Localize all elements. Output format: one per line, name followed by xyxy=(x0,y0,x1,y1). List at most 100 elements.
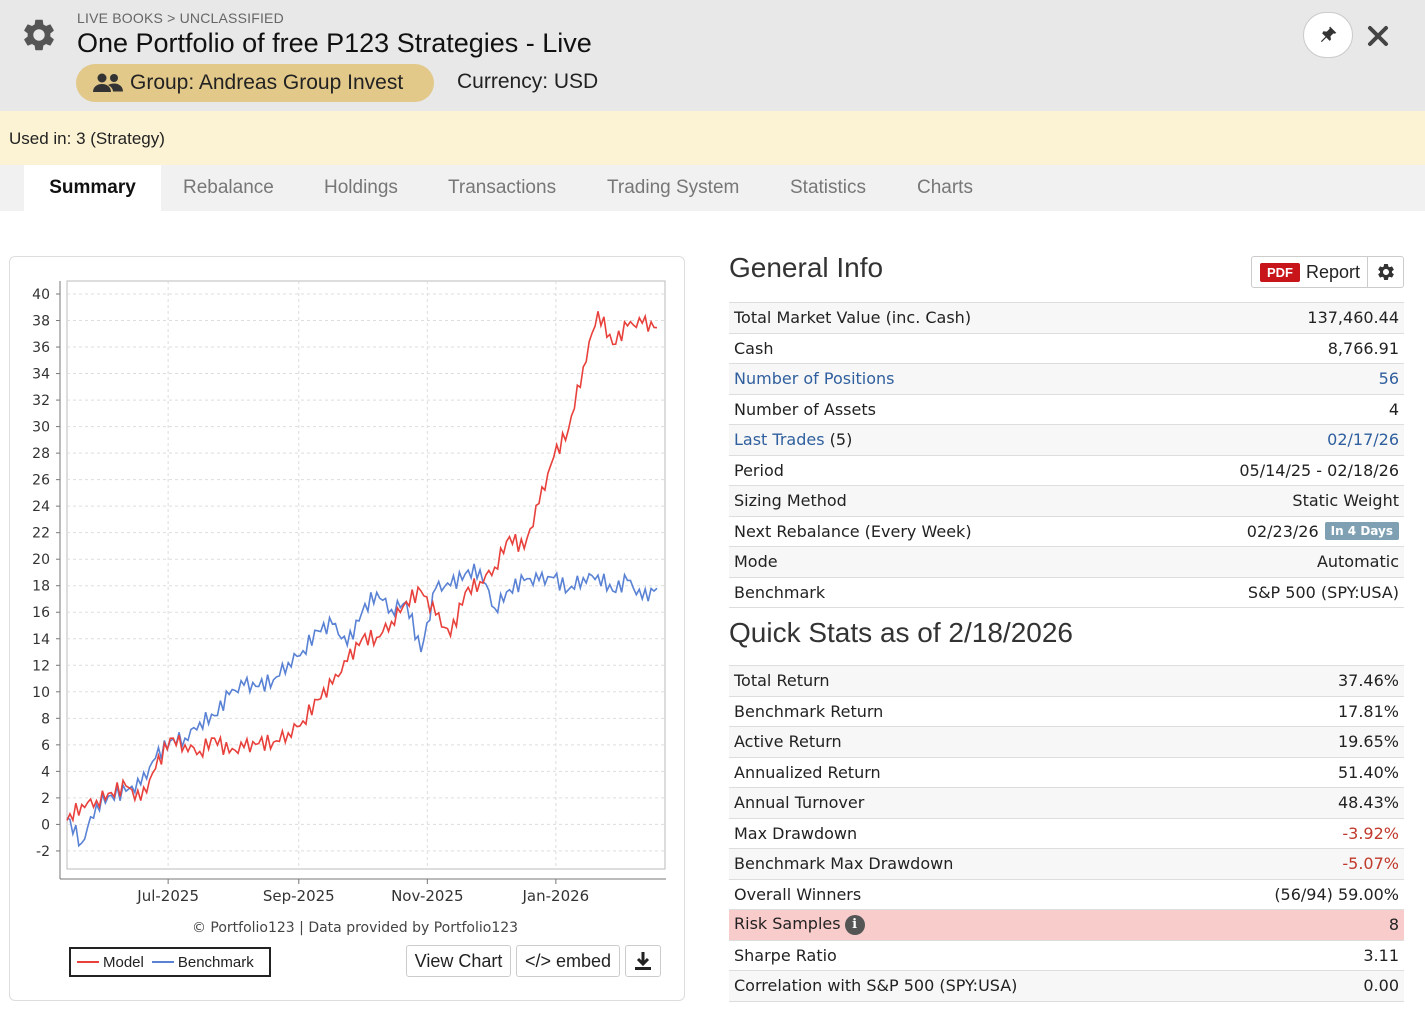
view-chart-button[interactable]: View Chart xyxy=(406,945,511,977)
tab-rebalance[interactable]: Rebalance xyxy=(183,177,274,198)
row-value: 0.00 xyxy=(1191,970,1404,1002)
table-row: Cash 8,766.91 xyxy=(729,332,1404,364)
row-label: Sharpe Ratio xyxy=(729,939,1192,971)
y-tick-label: 16 xyxy=(32,605,50,621)
breadcrumb[interactable]: LIVE BOOKS > UNCLASSIFIED xyxy=(77,10,284,26)
row-value: 19.65% xyxy=(1191,726,1404,757)
row-value: 17.81% xyxy=(1191,695,1404,727)
y-tick-label: 6 xyxy=(41,738,50,754)
row-label: Max Drawdown xyxy=(729,817,1192,849)
pdf-report-button[interactable]: PDF Report xyxy=(1251,256,1368,288)
table-row: Correlation with S&P 500 (SPY:USA) 0.00 xyxy=(729,970,1404,1002)
row-value: -5.07% xyxy=(1191,848,1404,879)
performance-chart-panel: 40 38 36 34 32 30 28 26 24 22 20 18 16 14 12 10 8 6 4 2 0 -2 J… xyxy=(9,256,685,1001)
y-tick-label: 8 xyxy=(41,711,50,727)
tab-statistics[interactable]: Statistics xyxy=(790,177,867,198)
table-row: Period 05/14/25 - 02/18/26 xyxy=(729,454,1404,486)
row-label: Next Rebalance (Every Week) xyxy=(729,515,1130,547)
y-tick-label: 36 xyxy=(32,340,50,356)
row-label: Total Market Value (inc. Cash) xyxy=(729,302,1130,333)
tab-transactions[interactable]: Transactions xyxy=(448,177,557,198)
group-label: Group: Andreas Group Invest xyxy=(130,71,404,94)
row-value: -3.92% xyxy=(1191,817,1404,849)
group-badge[interactable]: Group: Andreas Group Invest xyxy=(76,64,434,102)
chart-footer: © Portfolio123 | Data provided by Portfo… xyxy=(192,920,518,936)
y-tick-label: 14 xyxy=(32,632,50,648)
download-button[interactable] xyxy=(625,945,661,977)
quick-stats-table: Total Return 37.46% Benchmark Return 17.81… xyxy=(729,665,1404,1002)
used-in-text: Used in: 3 (Strategy) xyxy=(9,129,165,148)
row-label: Benchmark Return xyxy=(729,695,1192,727)
pin-icon xyxy=(1320,26,1337,43)
row-label: Sizing Method xyxy=(729,485,1130,516)
y-tick-label: 12 xyxy=(32,658,50,674)
row-label: Active Return xyxy=(729,726,1192,757)
row-value: Static Weight xyxy=(1129,485,1404,516)
row-label: Annualized Return xyxy=(729,756,1192,788)
pdf-icon: PDF xyxy=(1260,262,1300,282)
general-info-title: General Info xyxy=(729,252,884,283)
number-of-positions-link[interactable]: Number of Positions xyxy=(734,369,895,389)
y-tick-label: 24 xyxy=(32,499,50,515)
row-value: Automatic xyxy=(1129,546,1404,577)
y-tick-label: 26 xyxy=(32,473,50,489)
row-value: 8 xyxy=(1191,909,1404,940)
table-row: Sizing Method Static Weight xyxy=(729,485,1404,516)
tab-bar: Summary Rebalance Holdings Transactions … xyxy=(0,165,1425,211)
settings-gear-icon[interactable] xyxy=(20,16,58,54)
gear-icon xyxy=(1377,264,1394,280)
close-icon xyxy=(1368,26,1388,46)
row-label: Period xyxy=(729,454,1130,486)
legend-benchmark-label: Benchmark xyxy=(177,953,254,971)
y-tick-label: 34 xyxy=(32,367,50,383)
table-row: Benchmark Max Drawdown -5.07% xyxy=(729,848,1404,879)
plot-area xyxy=(66,280,666,870)
report-settings-button[interactable] xyxy=(1367,256,1404,288)
table-row: Total Market Value (inc. Cash) 137,460.44 xyxy=(729,302,1404,333)
download-icon xyxy=(635,952,651,970)
pin-button[interactable] xyxy=(1303,12,1353,58)
row-value: (56/94) 59.00% xyxy=(1191,878,1404,910)
performance-chart: 4038363432302826242220181614121086420-2J… xyxy=(32,280,666,936)
chart-legend: Model Benchmark xyxy=(69,947,271,977)
row-label: Cash xyxy=(729,332,1130,364)
row-value: 3.11 xyxy=(1191,939,1404,971)
currency-label: Currency: USD xyxy=(457,70,599,93)
row-value: 48.43% xyxy=(1191,787,1404,818)
last-trades-date-link[interactable]: 02/17/26 xyxy=(1327,430,1399,450)
table-row: Mode Automatic xyxy=(729,546,1404,577)
table-row: Risk Samples i 8 xyxy=(729,909,1404,940)
positions-count-link[interactable]: 56 xyxy=(1378,369,1399,389)
tab-holdings[interactable]: Holdings xyxy=(324,177,398,198)
users-icon xyxy=(93,73,123,92)
row-label: Benchmark xyxy=(729,576,1130,608)
table-row: Benchmark S&P 500 (SPY:USA) xyxy=(729,576,1404,608)
tab-trading-system[interactable]: Trading System xyxy=(607,177,740,198)
page-title: One Portfolio of free P123 Strategies - … xyxy=(77,28,592,58)
embed-button[interactable]: </> embed xyxy=(516,945,620,977)
last-trades-link[interactable]: Last Trades xyxy=(734,430,825,450)
y-tick-label: 28 xyxy=(32,446,50,462)
table-row: Annualized Return 51.40% xyxy=(729,756,1404,788)
table-row: Next Rebalance (Every Week) 02/23/26 In 4 … xyxy=(729,515,1404,547)
row-value: 8,766.91 xyxy=(1129,332,1404,364)
tab-summary[interactable]: Summary xyxy=(24,165,161,211)
y-tick-label: -2 xyxy=(36,844,50,860)
row-label: Overall Winners xyxy=(729,878,1192,910)
x-tick-label: Sep-2025 xyxy=(263,887,335,905)
info-icon[interactable]: i xyxy=(844,915,865,936)
tab-charts[interactable]: Charts xyxy=(917,177,973,198)
close-button[interactable] xyxy=(1362,20,1394,52)
general-info-table: Total Market Value (inc. Cash) 137,460.44… xyxy=(729,302,1404,608)
table-row: Max Drawdown -3.92% xyxy=(729,817,1404,849)
x-tick-label: Jan-2026 xyxy=(521,887,589,905)
last-trades-count: (5) xyxy=(829,430,853,450)
y-tick-label: 10 xyxy=(32,685,50,701)
row-value: 37.46% xyxy=(1191,665,1404,696)
table-row: Total Return 37.46% xyxy=(729,665,1404,696)
series-line-model xyxy=(66,311,658,823)
table-row: Sharpe Ratio 3.11 xyxy=(729,939,1404,971)
table-row: Benchmark Return 17.81% xyxy=(729,695,1404,727)
table-row: Number of Positions 56 xyxy=(729,363,1404,394)
x-tick-label: Nov-2025 xyxy=(391,887,463,905)
